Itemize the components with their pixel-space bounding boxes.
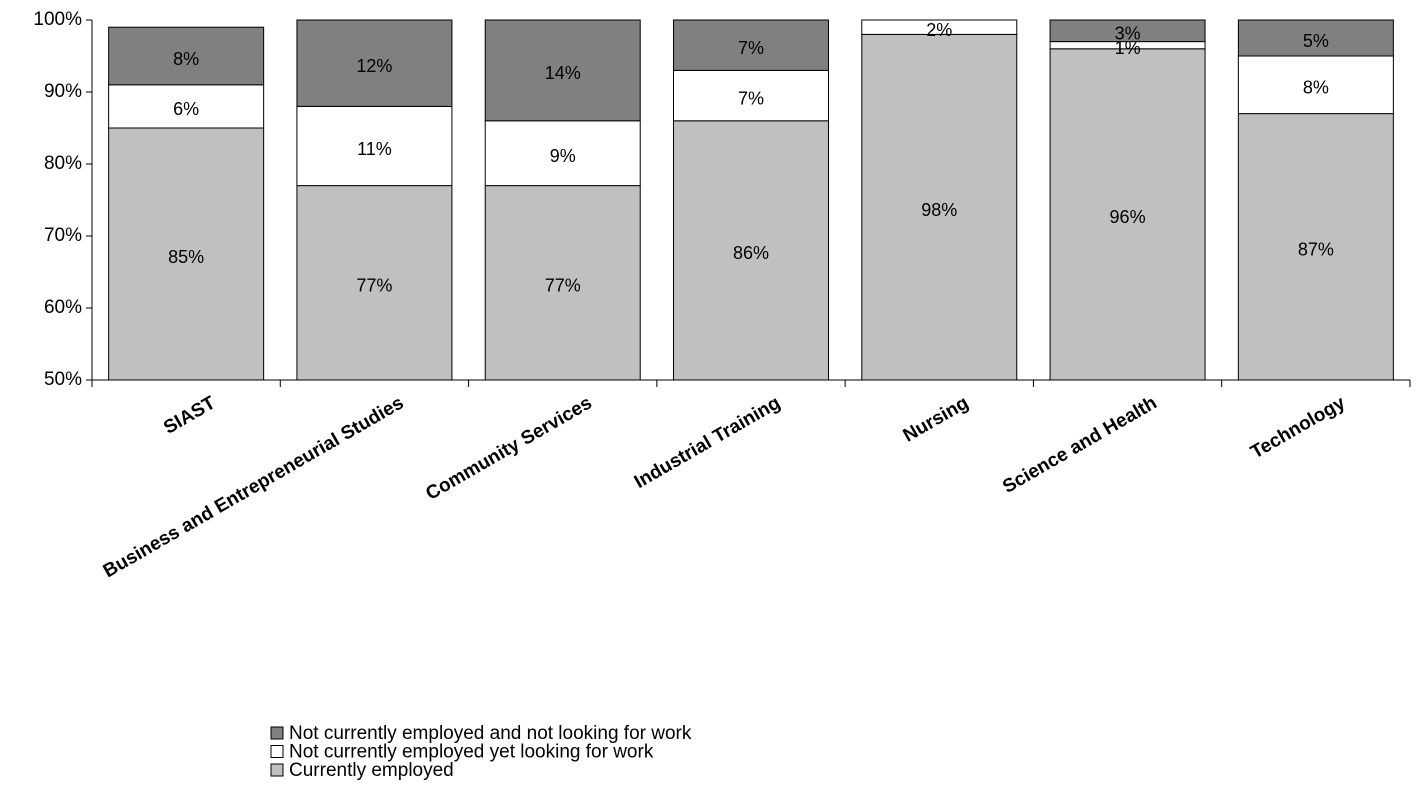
bar-segment	[1237, 19, 1394, 57]
legend-swatch	[270, 726, 284, 740]
bar-segment	[108, 26, 265, 86]
data-label: 2%	[926, 20, 952, 40]
bar-segment	[108, 84, 265, 129]
bar-segment	[296, 19, 453, 107]
bar-segment	[484, 185, 641, 381]
x-tick-label: Community Services	[422, 392, 595, 504]
bar-segment	[1237, 55, 1394, 115]
legend-label: Currently employed	[289, 760, 454, 781]
bar-segment	[861, 33, 1018, 381]
bar-segment	[673, 69, 829, 122]
data-label: 14%	[545, 63, 581, 83]
legend-swatch	[270, 763, 284, 777]
x-tick-label: Nursing	[900, 392, 973, 446]
bar-segment	[1049, 48, 1206, 381]
legend-swatch	[270, 745, 284, 758]
y-tick-label: 90%	[44, 81, 82, 102]
data-label: 77%	[545, 276, 581, 296]
y-tick-label: 100%	[33, 9, 82, 30]
data-label: 11%	[357, 139, 392, 159]
data-label: 87%	[1298, 240, 1334, 260]
data-label: 77%	[356, 276, 392, 296]
data-label: 9%	[550, 146, 576, 166]
y-tick-label: 60%	[44, 297, 82, 318]
legend-label: Not currently employed and not looking f…	[289, 723, 692, 744]
x-tick-label: Industrial Training	[631, 392, 784, 493]
data-label: 85%	[168, 247, 204, 267]
data-label: 3%	[1115, 24, 1141, 44]
bar-segment	[1049, 19, 1206, 43]
data-label: 5%	[1303, 31, 1329, 51]
data-label: 12%	[356, 56, 392, 76]
data-label: 96%	[1110, 207, 1146, 227]
bar-segment	[296, 105, 453, 187]
bar-segment	[861, 19, 1018, 35]
bar-segment	[296, 185, 453, 381]
data-label: 7%	[738, 38, 764, 58]
y-tick-label: 80%	[44, 153, 82, 174]
y-tick-label: 70%	[44, 225, 82, 246]
data-label: 6%	[173, 99, 199, 119]
bar-segment	[673, 19, 829, 71]
data-label: 8%	[1303, 78, 1329, 98]
y-tick-label: 50%	[44, 369, 82, 390]
bar-segment	[484, 19, 641, 122]
x-tick-label: Science and Health	[999, 392, 1160, 497]
data-label: 86%	[733, 243, 769, 263]
legend-label: Not currently employed yet looking for w…	[289, 742, 654, 763]
data-label: 1%	[1115, 38, 1141, 58]
x-tick-label: SIAST	[160, 392, 219, 438]
bar-segment	[673, 120, 829, 381]
bar-segment	[1237, 113, 1394, 381]
data-label: 7%	[738, 88, 764, 108]
x-tick-label: Business and Entrepreneurial Studies	[100, 392, 408, 582]
data-label: 98%	[921, 200, 957, 220]
bar-segment	[484, 120, 641, 187]
x-tick-label: Technology	[1247, 392, 1349, 463]
data-label: 8%	[173, 49, 199, 69]
bar-segment	[108, 127, 265, 381]
